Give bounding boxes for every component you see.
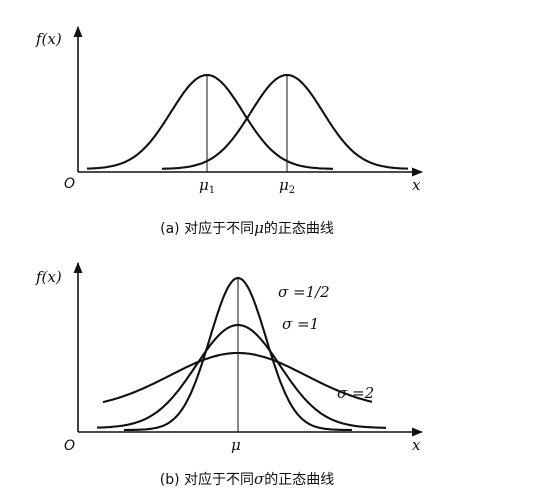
panel-a-mu1-label: μ1 — [199, 176, 215, 196]
panel-a-mu2-label: μ2 — [279, 176, 295, 196]
panel-b-caption: (b) 对应于不同σ的正态曲线 — [160, 470, 335, 488]
panel-a-curve-mu2 — [161, 73, 409, 170]
panel-a-x-axis-label: x — [412, 176, 421, 194]
panel-b-y-axis-label: f(x) — [35, 268, 62, 286]
panel-b-x-axis-label: x — [412, 436, 421, 454]
panel-b: f(x) O x μ σ =1/2 σ =1 σ =2 (b) 对应于不同σ的正… — [35, 261, 424, 488]
panel-a-curve-mu1 — [87, 73, 333, 170]
panel-b-origin-label: O — [64, 438, 75, 454]
panel-b-label-sigma-one: σ =1 — [282, 315, 319, 333]
panel-b-label-sigma-half: σ =1/2 — [278, 283, 330, 301]
panel-a-origin-label: O — [64, 176, 75, 192]
panel-a: f(x) O x μ1 μ2 (a) 对应于不同μ的正态曲线 — [35, 25, 424, 237]
panel-b-curve-sigma-one — [97, 323, 386, 429]
panel-a-caption: (a) 对应于不同μ的正态曲线 — [160, 219, 334, 237]
panel-a-y-axis-label: f(x) — [35, 30, 62, 48]
panel-b-label-sigma-two: σ =2 — [337, 384, 374, 402]
panel-b-mu-label: μ — [231, 436, 241, 454]
